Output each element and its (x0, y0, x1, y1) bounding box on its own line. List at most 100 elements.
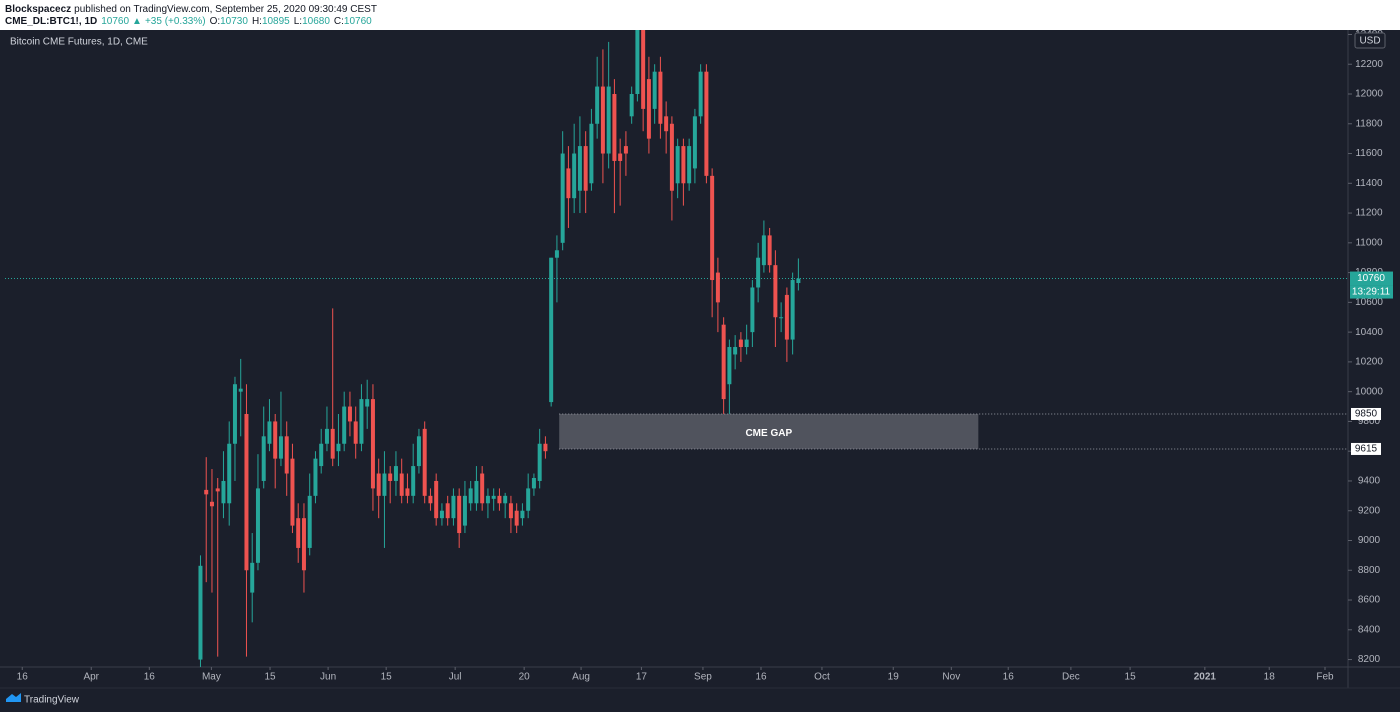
y-tick-label: 11000 (1355, 237, 1383, 248)
candle-body (669, 123, 674, 191)
gap-price-box (1351, 442, 1381, 455)
candle-body (560, 153, 565, 243)
candle-body (773, 265, 778, 318)
candle-body (204, 489, 209, 495)
y-tick-label: 12000 (1355, 89, 1383, 100)
candle-body (232, 384, 237, 444)
x-tick-label: 16 (755, 672, 767, 683)
candle-body (227, 443, 232, 504)
candle-body (474, 480, 479, 504)
y-tick-label: 8800 (1358, 565, 1381, 576)
y-tick-label: 11400 (1355, 178, 1383, 189)
currency-box (1354, 32, 1386, 49)
y-tick-label: 9800 (1358, 416, 1381, 427)
candle-body (600, 86, 605, 154)
countdown-box (1350, 285, 1393, 299)
x-tick-label: 17 (636, 672, 648, 683)
candle-body (221, 480, 226, 504)
candle-body (319, 443, 324, 467)
chart-bg (0, 30, 1400, 712)
candle-body (784, 294, 789, 340)
candle-body (646, 79, 651, 139)
x-tick-label: 15 (264, 672, 276, 683)
candle-body (710, 175, 715, 281)
last: 10760 (101, 16, 129, 27)
candle-body (307, 495, 312, 548)
gap-price-label: 9850 (1355, 409, 1378, 420)
candle-body (681, 146, 686, 184)
candle-body (198, 565, 203, 660)
x-tick-label: 2021 (1194, 672, 1217, 683)
candle-body (629, 93, 634, 117)
x-tick-label: 16 (144, 672, 156, 683)
candle-body (526, 488, 531, 511)
y-tick-label: 10400 (1355, 327, 1383, 338)
candle-body (744, 339, 749, 348)
candle-body (733, 347, 738, 355)
candle-body (658, 71, 663, 124)
y-tick-label: 12200 (1355, 59, 1383, 70)
x-tick-label: Apr (83, 672, 99, 683)
candle-body (428, 495, 433, 504)
gap-label: CME GAP (745, 428, 792, 439)
header-bg (0, 0, 1400, 30)
candle-body (451, 495, 456, 519)
candle-body (468, 488, 473, 504)
countdown: 13:29:11 (1352, 287, 1391, 298)
candle-body (405, 488, 410, 496)
x-tick-label: Aug (572, 672, 590, 683)
ohlc-label: O: (210, 16, 221, 27)
candle-body (376, 473, 381, 496)
candle-body (618, 153, 623, 161)
candle-body (238, 388, 243, 392)
y-tick-label: 10200 (1355, 357, 1383, 368)
candle-body (761, 235, 766, 266)
y-tick-label: 10000 (1355, 386, 1383, 397)
candle-body (779, 317, 784, 319)
candle-body (589, 123, 594, 184)
candle-body (445, 503, 450, 519)
x-tick-label: 15 (381, 672, 393, 683)
candle-body (698, 71, 703, 117)
candle-body (485, 495, 490, 504)
candle-body (416, 436, 421, 467)
y-tick-label: 9000 (1358, 535, 1381, 546)
candle-body (756, 257, 761, 288)
x-tick-label: Nov (942, 672, 960, 683)
last-price-box (1350, 271, 1393, 286)
y-tick-label: 8400 (1358, 624, 1381, 635)
candle-body (537, 443, 542, 481)
publish-line: Blockspacecz published on TradingView.com… (5, 4, 377, 15)
candle-body (721, 324, 726, 400)
y-tick-label: 8600 (1358, 595, 1381, 606)
candle-body (457, 495, 462, 534)
gap-zone (559, 413, 979, 449)
candle-body (520, 510, 525, 519)
candle-body (623, 146, 628, 154)
candle-body (675, 146, 680, 184)
ohlc-value: 10895 (262, 16, 290, 27)
candle-body (566, 168, 571, 199)
candle-body (572, 153, 577, 199)
candle-body (267, 421, 272, 444)
ohlc-value: 10730 (220, 16, 248, 27)
candle-body (767, 235, 772, 266)
y-tick-label: 9200 (1358, 505, 1381, 516)
candle-body (549, 257, 554, 403)
candle-body (393, 466, 398, 481)
candle-body (215, 488, 220, 492)
candle-body (290, 458, 295, 526)
footer: TradingView (6, 693, 80, 706)
candle-body (462, 495, 467, 526)
candle-body (641, 30, 646, 109)
x-tick-label: 18 (1264, 672, 1276, 683)
candle-body (508, 503, 513, 519)
candle-body (301, 518, 306, 571)
candle-body (480, 473, 485, 504)
candle-body (278, 436, 283, 459)
candle-body (422, 428, 427, 496)
candle-body (727, 347, 732, 385)
y-tick-label: 11600 (1355, 148, 1383, 159)
